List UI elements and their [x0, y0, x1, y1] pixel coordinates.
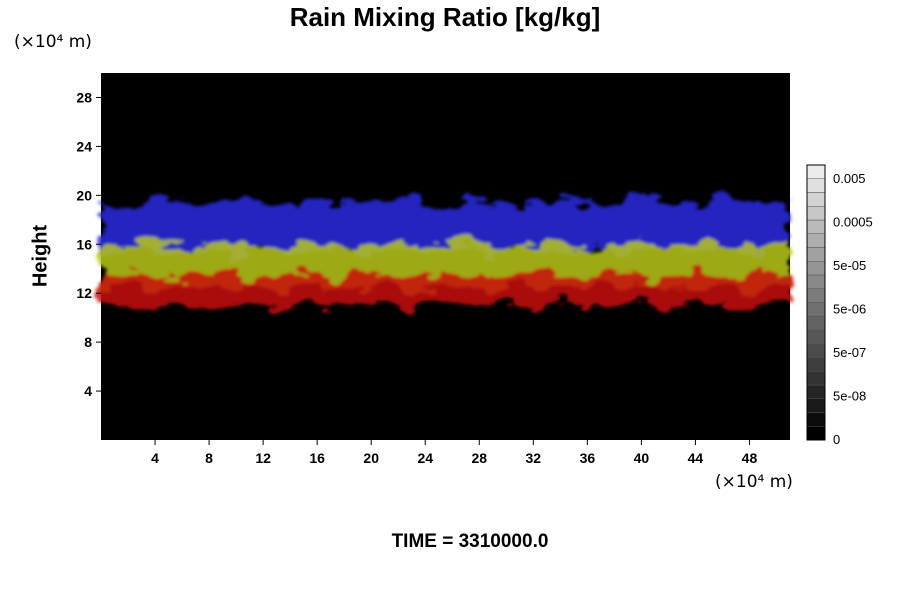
y-tick-label: 20 [76, 187, 92, 203]
colorbar-swatch [806, 316, 826, 331]
y-tick-label: 8 [84, 334, 92, 350]
y-tick-label: 12 [76, 285, 92, 301]
colorbar-swatch [806, 343, 826, 358]
x-tick-label: 24 [417, 450, 433, 466]
colorbar-swatch [806, 302, 826, 317]
colorbar-label: 0.0005 [833, 215, 873, 230]
colorbar-swatch [806, 261, 826, 276]
colorbar-swatch [806, 288, 826, 303]
x-tick-label: 44 [688, 450, 704, 466]
x-tick-label: 12 [255, 450, 271, 466]
colorbar-swatch [806, 192, 826, 207]
colorbar-frame [806, 164, 826, 441]
time-footer: TIME = 3310000.0 [391, 531, 549, 552]
y-tick-label: 28 [76, 89, 92, 105]
x-tick-label: 36 [580, 450, 596, 466]
x-tick-label: 8 [205, 450, 213, 466]
rain-field [101, 194, 790, 313]
colorbar-swatch [806, 247, 826, 262]
colorbar-swatch [806, 412, 826, 427]
colorbar-swatch [806, 426, 826, 441]
colorbar-swatch [806, 206, 826, 221]
x-tick-label: 4 [151, 450, 159, 466]
colorbar-label: 5e-06 [833, 302, 866, 317]
x-axis-unit: (×10⁴ m) [715, 472, 793, 492]
colorbar-label: 5e-08 [833, 389, 866, 404]
y-axis-unit: (×10⁴ m) [14, 32, 92, 52]
x-axis: 4 8 12 16 20 24 28 32 36 40 44 48 [151, 440, 757, 466]
colorbar-label: 0.005 [833, 171, 866, 186]
colorbar-swatch [806, 219, 826, 234]
colorbar-swatch [806, 274, 826, 289]
y-tick-label: 16 [76, 236, 92, 252]
chart-title: Rain Mixing Ratio [kg/kg] [289, 2, 601, 32]
colorbar-swatch [806, 398, 826, 413]
rain-layer-band [101, 267, 790, 313]
colorbar-label: 5e-05 [833, 258, 866, 273]
colorbar-swatch [806, 164, 826, 179]
colorbar-swatch [806, 371, 826, 386]
colorbar-swatch [806, 357, 826, 372]
y-axis: 4 8 12 16 20 24 28 [76, 89, 101, 399]
x-tick-label: 28 [471, 450, 487, 466]
colorbar: 0.005 0.0005 5e-05 5e-06 5e-07 5e-08 0 [806, 164, 873, 447]
colorbar-swatch [806, 178, 826, 193]
colorbar-swatch [806, 384, 826, 399]
x-tick-label: 48 [742, 450, 758, 466]
x-tick-label: 40 [634, 450, 650, 466]
x-tick-label: 32 [526, 450, 542, 466]
y-tick-label: 24 [76, 138, 92, 154]
y-tick-label: 4 [84, 383, 92, 399]
colorbar-swatch [806, 329, 826, 344]
x-tick-label: 20 [363, 450, 379, 466]
rain-layer-3 [101, 267, 790, 313]
colorbar-label: 0 [833, 432, 840, 447]
x-tick-label: 16 [309, 450, 325, 466]
colorbar-label: 5e-07 [833, 345, 866, 360]
colorbar-swatch [806, 233, 826, 248]
